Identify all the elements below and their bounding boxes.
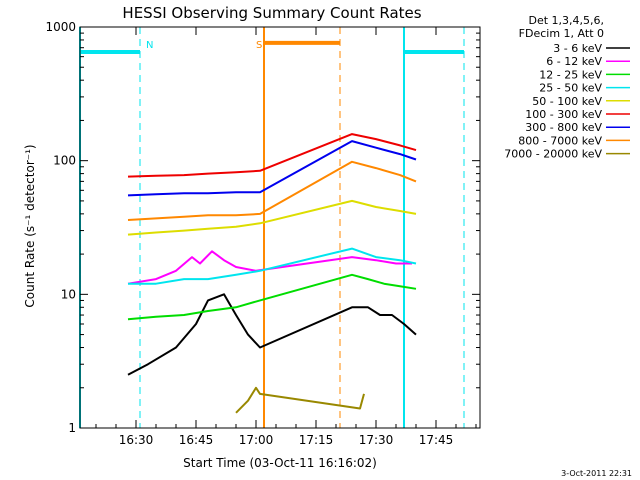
chart-title: HESSI Observing Summary Count Rates [122, 4, 421, 22]
legend: Det 1,3,4,5,6,FDecim 1, Att 0 3 - 6 keV6 … [504, 14, 630, 161]
series-line-3 [128, 247, 417, 285]
x-tick-label: 17:15 [299, 433, 334, 447]
x-tick-label: 17:45 [419, 433, 454, 447]
footer-stamp: 3-Oct-2011 22:31 [561, 469, 632, 478]
series-line-7 [127, 160, 417, 221]
x-axis-label: Start Time (03-Oct-11 16:16:02) [183, 456, 377, 470]
legend-entry-label: 3 - 6 keV [553, 42, 602, 55]
series-line-6 [127, 140, 417, 197]
series-line-1 [127, 250, 412, 285]
y-tick-label: 10 [61, 287, 76, 301]
legend-entry-label: 50 - 100 keV [532, 95, 602, 108]
x-tick-label: 17:00 [239, 433, 274, 447]
series-line-0 [127, 293, 417, 376]
series-line-8 [235, 386, 365, 414]
series-line-4 [127, 199, 417, 236]
y-tick-label: 1 [68, 421, 76, 435]
legend-entry-label: 7000 - 20000 keV [504, 148, 602, 161]
series-line-2 [127, 273, 417, 321]
y-tick-label: 100 [53, 154, 76, 168]
legend-header: Det 1,3,4,5,6, [528, 14, 604, 27]
legend-header: FDecim 1, Att 0 [519, 27, 604, 40]
legend-entry-label: 300 - 800 keV [525, 121, 602, 134]
plot-frame [79, 26, 481, 429]
legend-entry-label: 100 - 300 keV [525, 108, 602, 121]
y-axis-label: Count Rate (s⁻¹ detector⁻¹) [23, 144, 37, 307]
legend-entry-label: 6 - 12 keV [546, 55, 602, 68]
series-line-5 [127, 133, 417, 178]
x-tick-label: 16:30 [119, 433, 154, 447]
x-tick-label: 16:45 [179, 433, 214, 447]
legend-entry-label: 12 - 25 keV [539, 68, 602, 81]
x-tick-label: 17:30 [359, 433, 394, 447]
legend-entry-label: 800 - 7000 keV [518, 134, 602, 147]
marker-label-1: S [256, 40, 262, 51]
legend-entry-label: 25 - 50 keV [539, 82, 602, 95]
y-tick-label: 1000 [45, 20, 76, 34]
marker-label-0: N [146, 40, 153, 51]
